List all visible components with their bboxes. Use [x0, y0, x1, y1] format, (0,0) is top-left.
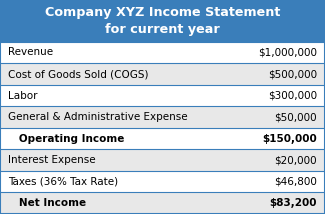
Text: $1,000,000: $1,000,000 — [258, 48, 317, 58]
Bar — [0, 85, 325, 106]
Bar — [0, 128, 325, 149]
Text: Net Income: Net Income — [8, 198, 86, 208]
Text: Labor: Labor — [8, 91, 38, 101]
Text: Cost of Goods Sold (COGS): Cost of Goods Sold (COGS) — [8, 69, 149, 79]
Bar — [0, 192, 325, 214]
Text: $150,000: $150,000 — [262, 134, 317, 144]
Text: General & Administrative Expense: General & Administrative Expense — [8, 112, 188, 122]
Text: $500,000: $500,000 — [268, 69, 317, 79]
Text: Taxes (36% Tax Rate): Taxes (36% Tax Rate) — [8, 177, 118, 187]
Text: Interest Expense: Interest Expense — [8, 155, 96, 165]
Bar — [0, 63, 325, 85]
Bar — [0, 42, 325, 63]
Bar — [0, 149, 325, 171]
Text: Operating Income: Operating Income — [8, 134, 124, 144]
Bar — [0, 106, 325, 128]
Text: $300,000: $300,000 — [268, 91, 317, 101]
Text: Company XYZ Income Statement
for current year: Company XYZ Income Statement for current… — [45, 6, 280, 36]
Bar — [0, 0, 325, 42]
Text: Revenue: Revenue — [8, 48, 53, 58]
Text: $46,800: $46,800 — [274, 177, 317, 187]
Text: $50,000: $50,000 — [274, 112, 317, 122]
Text: $83,200: $83,200 — [269, 198, 317, 208]
Text: $20,000: $20,000 — [274, 155, 317, 165]
Bar — [0, 171, 325, 192]
